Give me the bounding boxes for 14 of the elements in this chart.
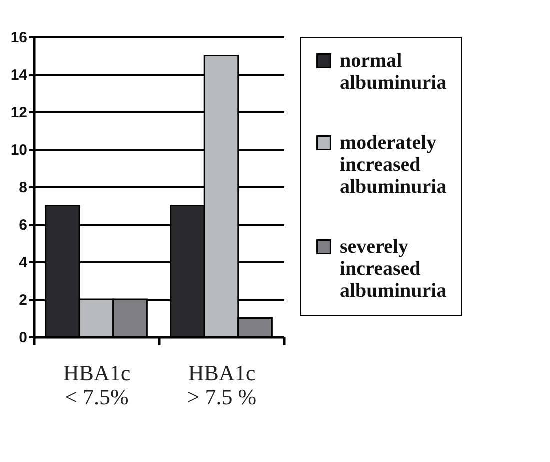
legend-label: normal albuminuria (340, 50, 447, 94)
y-tick-label: 10 (10, 142, 28, 159)
y-tick-label: 2 (19, 292, 28, 309)
legend-label: severely increased albuminuria (340, 236, 447, 302)
y-tick-label: 8 (19, 180, 28, 196)
legend-label: moderately increased albuminuria (340, 132, 447, 198)
y-tick-label: 0 (19, 330, 28, 346)
x-tick-label: HBA1c > 7.5 % (187, 360, 257, 410)
y-tick-label: 16 (10, 30, 28, 46)
x-tick-label: HBA1c < 7.5% (63, 360, 131, 410)
y-tick-label: 12 (10, 104, 28, 122)
y-tick-label: 6 (19, 217, 28, 234)
y-tick-label: 14 (10, 67, 28, 84)
y-tick-label: 4 (19, 254, 28, 272)
